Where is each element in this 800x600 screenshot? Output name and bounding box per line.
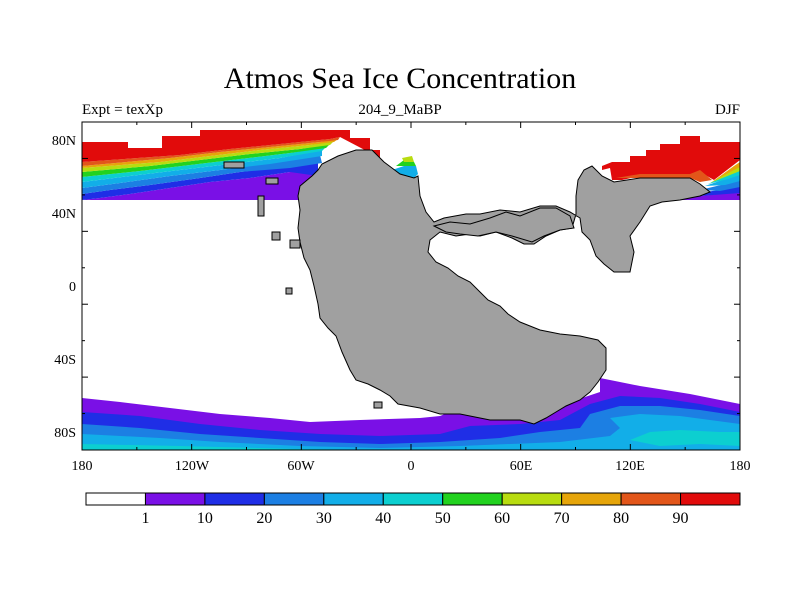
arctic-ice-east — [602, 136, 740, 200]
colorbar-labels: 1 10 20 30 40 50 60 70 80 90 — [141, 510, 688, 527]
lon-tick-label-120w: 120W — [175, 459, 210, 474]
land-masses — [223, 149, 711, 425]
colorbar-box — [85, 492, 146, 506]
longitude-tick-labels: 180 120W 60W 0 60E 120E 180 — [72, 459, 751, 474]
colorbar-box — [680, 492, 741, 506]
colorbar-label: 10 — [197, 510, 213, 527]
lon-tick-label-60w: 60W — [287, 459, 315, 474]
colorbar-label: 50 — [435, 510, 451, 527]
lon-tick-label-0: 0 — [408, 459, 415, 474]
colorbar-label: 40 — [375, 510, 391, 527]
season-label: DJF — [714, 102, 740, 118]
colorbar-box — [382, 492, 444, 506]
lon-tick-label-180e: 180 — [730, 459, 751, 474]
colorbar-box — [204, 492, 265, 506]
colorbar-label: 20 — [256, 510, 272, 527]
colorbar-label: 60 — [494, 510, 510, 527]
colorbar-label: 80 — [613, 510, 629, 527]
lon-tick-label-60e: 60E — [510, 459, 533, 474]
colorbar-box — [323, 492, 384, 506]
axis-ticks — [81, 121, 741, 451]
lat-tick-label-40n: 40N — [52, 207, 76, 222]
colorbar — [85, 492, 741, 506]
plot-title: Atmos Sea Ice Concentration — [223, 62, 577, 95]
time-period-label: 204_9_MaBP — [358, 102, 442, 118]
colorbar-label: 1 — [141, 510, 149, 527]
lon-tick-label-120e: 120E — [615, 459, 645, 474]
colorbar-box — [620, 492, 682, 506]
colorbar-box — [501, 492, 563, 506]
colorbar-box — [144, 492, 206, 506]
lat-tick-label-80s: 80S — [54, 426, 76, 441]
arctic-ice-west — [82, 130, 380, 200]
lat-tick-label-0: 0 — [69, 280, 76, 295]
lon-tick-label-180w: 180 — [72, 459, 93, 474]
colorbar-label: 70 — [554, 510, 570, 527]
colorbar-label: 30 — [316, 510, 332, 527]
latitude-tick-labels: 80N 40N 0 40S 80S — [52, 134, 76, 441]
lat-tick-label-40s: 40S — [54, 353, 76, 368]
colorbar-label: 90 — [673, 510, 689, 527]
experiment-label: Expt = texXp — [82, 102, 163, 118]
colorbar-box — [263, 492, 325, 506]
lat-tick-label-80n: 80N — [52, 134, 76, 149]
colorbar-box — [561, 492, 622, 506]
colorbar-box — [442, 492, 503, 506]
antarctic-ice — [82, 378, 740, 450]
